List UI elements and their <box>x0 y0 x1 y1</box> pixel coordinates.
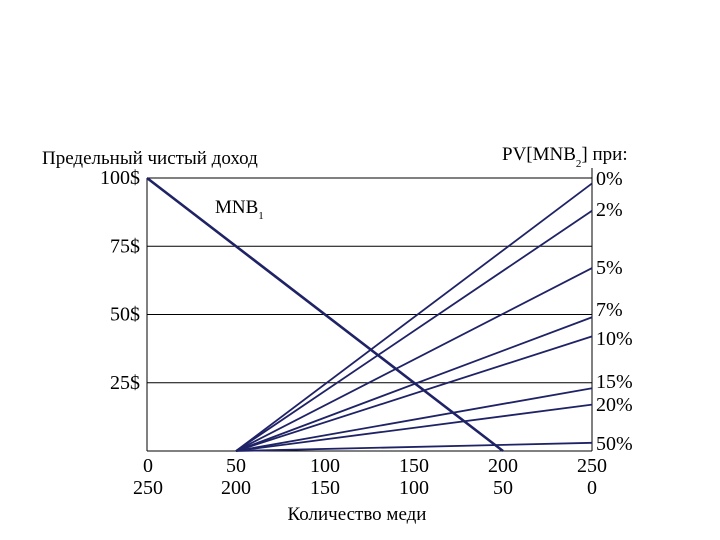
mnb1-line <box>146 176 504 453</box>
x-tick-bottom: 250 <box>133 477 163 499</box>
x-tick-bottom: 100 <box>399 477 429 499</box>
pv-header-main: PV[MNB <box>502 144 576 165</box>
x-tick-top: 0 <box>143 455 153 477</box>
x-axis-title: Количество меди <box>288 504 427 525</box>
pv-header-sub: 2 <box>576 158 582 170</box>
x-tick-top: 200 <box>488 455 518 477</box>
y-tick-label: 50$ <box>110 304 140 326</box>
x-tick-top: 50 <box>226 455 246 477</box>
pv-line-7 <box>235 441 593 452</box>
pv-series-label: 5% <box>596 257 623 279</box>
x-tick-bottom: 200 <box>221 477 251 499</box>
pv-line-2 <box>235 267 593 452</box>
pv-line-4 <box>235 335 593 452</box>
pv-line-0 <box>235 182 593 452</box>
pv-line-3 <box>235 316 593 452</box>
pv-series-label: 10% <box>596 328 633 350</box>
x-tick-top: 150 <box>399 455 429 477</box>
mnb1-label-main: MNB <box>215 197 258 218</box>
pv-line-6 <box>235 403 593 452</box>
pv-header: PV[MNB2] при: <box>502 144 628 170</box>
y-tick-label: 100$ <box>100 167 140 189</box>
grid-lines <box>146 168 593 452</box>
x-tick-bottom: 150 <box>310 477 340 499</box>
pv-series-label: 50% <box>596 433 633 455</box>
pv-series-label: 7% <box>596 299 623 321</box>
mnb1-label-sub: 1 <box>258 210 264 222</box>
pv-series-label: 15% <box>596 371 633 393</box>
pv-line-1 <box>235 210 593 452</box>
mnb1-label: MNB1 <box>215 197 264 222</box>
x-tick-top: 250 <box>577 455 607 477</box>
pv-line-5 <box>235 387 593 452</box>
y-axis-title: Предельный чистый доход <box>42 148 258 169</box>
chart-labels: 100$ 75$ 50$ 25$ Предельный чистый доход PV[M… <box>42 144 633 525</box>
y-tick-label: 25$ <box>110 372 140 394</box>
series-lines <box>146 176 593 453</box>
x-tick-bottom: 50 <box>493 477 513 499</box>
x-tick-top: 100 <box>310 455 340 477</box>
pv-series-label: 20% <box>596 394 633 416</box>
x-tick-bottom: 0 <box>587 477 597 499</box>
pv-series-label: 2% <box>596 199 623 221</box>
y-tick-label: 75$ <box>110 235 140 257</box>
pv-header-rest: ] при: <box>581 144 627 165</box>
pv-series-label: 0% <box>596 168 623 190</box>
